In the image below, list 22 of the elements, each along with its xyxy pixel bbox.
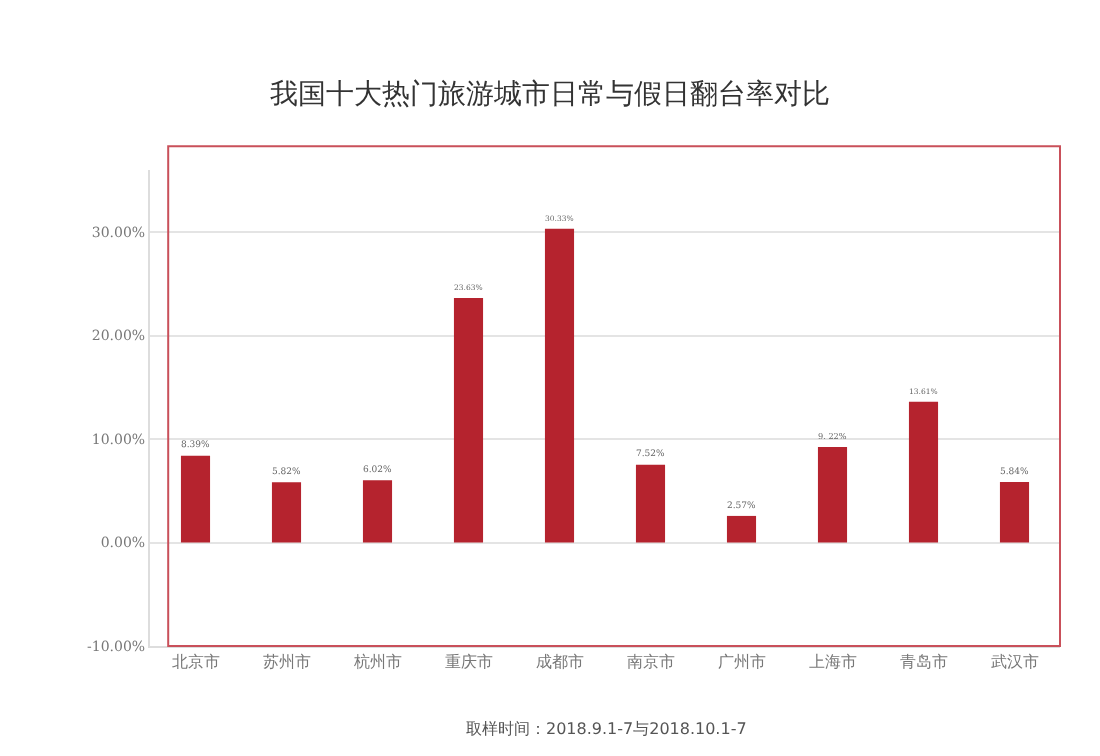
x-tick-label: 苏州市 xyxy=(262,653,311,672)
text: 取样时间：2018.9.1-7与2018.10.1-7 xyxy=(466,720,747,738)
bar xyxy=(726,515,757,543)
x-tick-label: 杭州市 xyxy=(351,653,402,672)
x-tick-label: 南京市 xyxy=(626,653,675,672)
bar xyxy=(635,464,666,543)
x-tick-label: 北京市 xyxy=(171,653,220,672)
bar xyxy=(180,455,211,543)
x-tick-label: 武汉市 xyxy=(990,653,1039,672)
x-tick-label: 广州市 xyxy=(717,653,766,672)
x-tick-label: 成都市 xyxy=(535,653,584,672)
bar xyxy=(999,482,1030,543)
bar xyxy=(544,228,575,543)
bar xyxy=(362,480,393,543)
x-tick-label: 青岛市 xyxy=(899,653,948,672)
x-tick-label: 重庆市 xyxy=(444,653,493,672)
bar xyxy=(817,447,848,543)
bar xyxy=(271,482,302,543)
chart-title: 我国十大热门旅游城市日常与假日翻台率对比 xyxy=(270,78,830,111)
bar xyxy=(908,401,939,543)
bar xyxy=(453,298,484,543)
x-tick-label: 上海市 xyxy=(808,653,857,672)
